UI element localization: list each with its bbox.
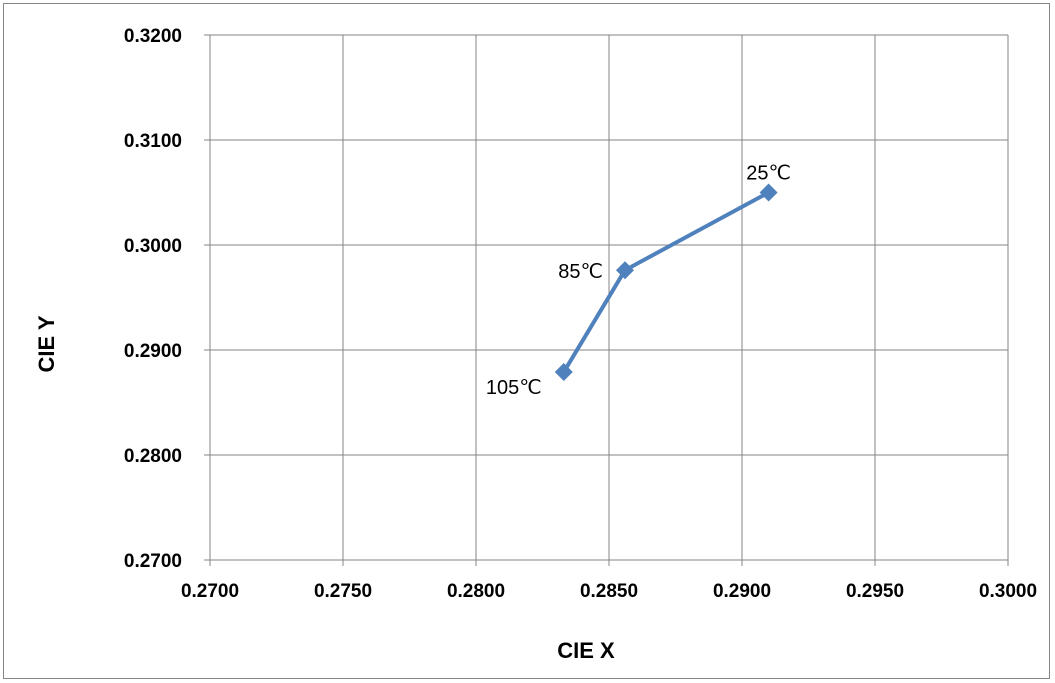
- data-point-marker: [759, 183, 778, 202]
- x-tick-label: 0.2950: [846, 581, 904, 602]
- x-tick-label: 0.3000: [979, 581, 1037, 602]
- chart-frame: 0.2700 0.2750 0.2800 0.2850 0.2900 0.2950 0.30…: [3, 3, 1050, 679]
- data-point-marker: [615, 261, 634, 280]
- y-tick-label: 0.3100: [124, 131, 182, 152]
- x-tick-label: 0.2700: [181, 581, 239, 602]
- y-tick-label: 0.2900: [124, 341, 182, 362]
- point-labels: 105℃ 85℃ 25℃: [486, 163, 791, 400]
- x-tick-label: 0.2750: [314, 581, 372, 602]
- x-axis-title: CIE X: [557, 638, 615, 663]
- y-axis-title: CIE Y: [34, 315, 59, 372]
- grid-lines: [204, 34, 1009, 566]
- scatter-chart: 0.2700 0.2750 0.2800 0.2850 0.2900 0.2950 0.30…: [34, 26, 1037, 663]
- y-tick-label: 0.2800: [124, 446, 182, 467]
- data-point-label: 25℃: [746, 163, 791, 185]
- tick-labels: 0.2700 0.2750 0.2800 0.2850 0.2900 0.2950 0.30…: [124, 26, 1037, 602]
- y-tick-label: 0.3200: [124, 26, 182, 47]
- y-tick-label: 0.2700: [124, 551, 182, 572]
- x-tick-label: 0.2850: [580, 581, 638, 602]
- data-point-label: 85℃: [558, 261, 603, 283]
- data-point-marker: [554, 363, 573, 382]
- data-point-label: 105℃: [486, 377, 542, 399]
- x-tick-label: 0.2800: [447, 581, 505, 602]
- y-tick-label: 0.3000: [124, 236, 182, 257]
- x-tick-label: 0.2900: [713, 581, 771, 602]
- data-series: [554, 183, 778, 382]
